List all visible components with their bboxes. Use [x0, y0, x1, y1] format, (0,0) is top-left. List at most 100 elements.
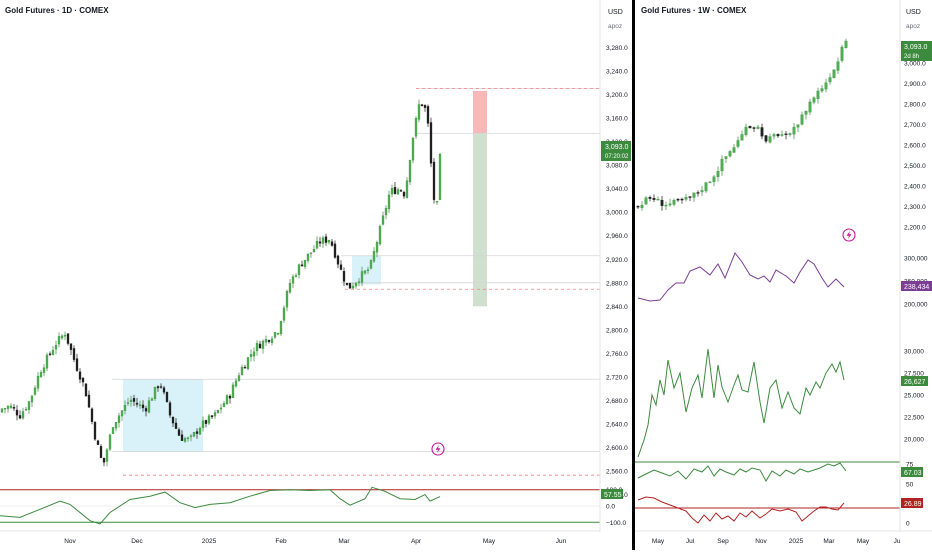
left-candle-body [105, 449, 109, 462]
left-price-tick-17: 2,600.0 [606, 445, 628, 452]
right-candle-body [828, 77, 832, 83]
left-price-tick-10: 2,880.0 [606, 280, 628, 287]
right-candle-body [796, 124, 800, 128]
left-price-tick-11: 2,840.0 [606, 304, 628, 311]
left-candle-body [174, 422, 178, 429]
left-candle-body [204, 420, 208, 424]
right-last-price-bg [901, 41, 932, 61]
right-currency[interactable]: USD [906, 9, 921, 16]
right-candle-body [676, 199, 680, 201]
right-candle-body [656, 198, 660, 201]
left-candle-body [87, 394, 91, 408]
left-candle-body [219, 407, 223, 410]
left-candle-body [360, 271, 364, 283]
panel-divider[interactable] [632, 0, 635, 550]
left-candle-body [303, 259, 307, 267]
left-time-label-6: May [483, 538, 496, 545]
left-candle-body [396, 189, 400, 195]
right-panel: Gold Futures · 1W · COMEX USD apoz 3,000… [635, 0, 932, 545]
right-candle-body [680, 198, 684, 201]
left-position-target [473, 133, 487, 307]
left-currency[interactable]: USD [608, 9, 623, 16]
left-countdown: 07:20:02 [605, 154, 629, 160]
flash-icon-left[interactable] [431, 442, 445, 456]
left-candle-body [12, 406, 16, 409]
right-time-axis[interactable]: May Jul Sep Nov 2025 Mar May Ju [652, 538, 901, 545]
left-candle-body [21, 411, 25, 419]
left-candle-body [297, 264, 301, 275]
left-osc-tick-2: −100.0 [606, 520, 626, 527]
right-osc-value1: 67.03 [904, 470, 922, 477]
right-time-label-5: Mar [823, 538, 835, 545]
right-candle-body [708, 181, 712, 184]
left-candle-body [306, 253, 310, 261]
left-candle-body [9, 405, 13, 408]
left-candle-body [147, 400, 151, 413]
left-candle-body [126, 402, 130, 404]
left-candle-body [435, 201, 439, 203]
right-candle-body [724, 156, 728, 159]
right-candle-body [644, 197, 648, 205]
left-time-label-0: Nov [64, 538, 76, 545]
right-candle-body [820, 88, 824, 92]
left-candle-body [405, 180, 409, 198]
flash-icon-left-bolt [435, 445, 441, 453]
right-time-label-1: Jul [686, 538, 695, 545]
right-candle-body [752, 127, 756, 129]
left-price-tick-7: 3,000.0 [606, 210, 628, 217]
right-vol2-tag: 26,627 [901, 376, 928, 386]
right-oscillator-layer [635, 461, 900, 524]
left-candle-body [282, 307, 286, 321]
left-candle-body [429, 122, 433, 164]
left-candles-layer[interactable] [0, 99, 442, 467]
left-candle-body [408, 160, 412, 183]
left-candle-body [45, 354, 49, 369]
left-candle-body [312, 249, 316, 253]
right-candle-body [648, 197, 652, 199]
right-last-price: 3,093.0 [904, 44, 927, 51]
left-candle-body [351, 285, 355, 289]
right-price-axis[interactable]: 3,000.0 2,900.0 2,800.0 2,700.0 2,600.0 2,500… [904, 61, 926, 232]
left-candle-body [339, 264, 343, 270]
right-candle-body [780, 134, 784, 136]
left-candle-body [366, 269, 370, 271]
left-candle-body [141, 404, 145, 409]
right-vol2-tick-0: 30,000 [904, 349, 924, 356]
left-candle-body [177, 429, 181, 436]
left-candle-body [345, 282, 349, 285]
right-candle-body [760, 127, 764, 137]
left-candle-body [6, 406, 10, 409]
flash-icon-right[interactable] [842, 228, 856, 242]
right-candle-body [732, 147, 736, 153]
left-candle-body [81, 377, 85, 383]
right-candle-body [844, 40, 848, 48]
right-candle-body [728, 151, 732, 157]
right-scale-mode[interactable]: apoz [906, 23, 920, 30]
left-candle-body [63, 335, 67, 337]
left-price-tick-8: 2,960.0 [606, 233, 628, 240]
right-volume-axis: 30,000 27,500 25,000 22,500 20,000 [904, 349, 924, 444]
left-time-axis[interactable]: Nov Dec 2025 Feb Mar Apr May Jun [64, 538, 566, 545]
right-candle-body [788, 133, 792, 135]
right-osc-tags: 67.03 26.89 [901, 467, 923, 508]
left-candle-body [156, 386, 160, 389]
left-candle-body [285, 291, 289, 308]
left-candle-body [309, 252, 313, 254]
left-candle-body [42, 367, 46, 373]
left-candle-body [66, 333, 70, 344]
right-candle-body [824, 82, 828, 90]
left-candle-body [315, 241, 319, 249]
right-candles-layer[interactable] [636, 38, 848, 211]
left-candle-body [90, 408, 94, 422]
left-candle-body [129, 399, 133, 402]
right-candle-body [700, 190, 704, 193]
left-candle-body [384, 208, 388, 216]
left-scale-mode[interactable]: apoz [608, 23, 622, 30]
left-candle-body [258, 343, 262, 349]
left-candle-body [357, 281, 361, 283]
right-candle-body [756, 126, 760, 129]
right-osc-value2: 26.89 [904, 501, 922, 508]
right-osc-slow-line [637, 496, 845, 524]
